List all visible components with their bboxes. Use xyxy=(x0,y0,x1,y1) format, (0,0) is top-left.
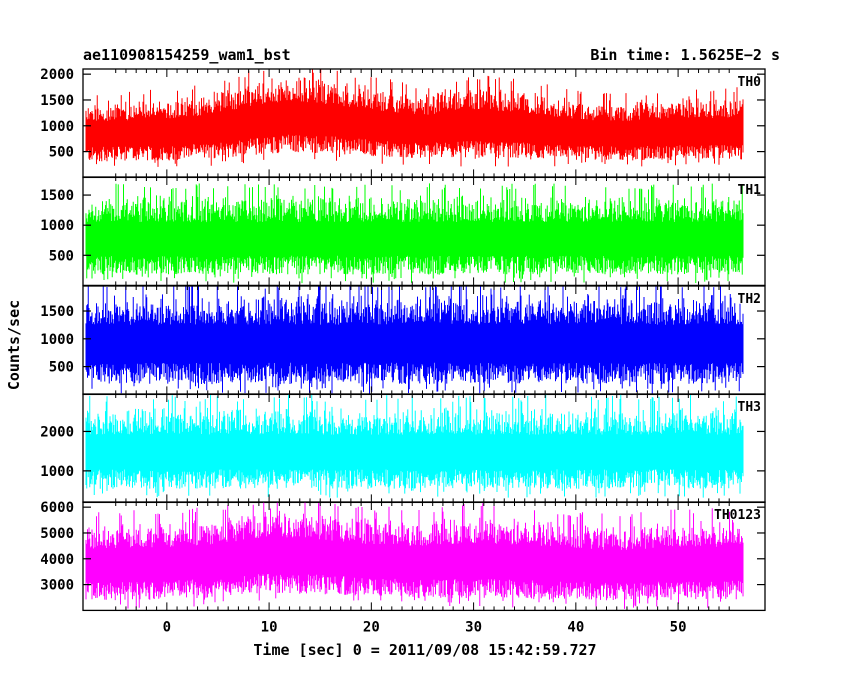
y-axis-label: Counts/sec xyxy=(5,300,23,390)
panel-frame xyxy=(82,501,766,612)
x-tick-label: 50 xyxy=(670,619,687,635)
panel-label-th1: TH1 xyxy=(738,183,762,198)
series-trace-th0 xyxy=(85,69,744,167)
panel-th2: 500 1000 1500 TH2 xyxy=(40,285,766,396)
y-tick-label: 1000 xyxy=(40,464,74,480)
y-tick-label: 6000 xyxy=(40,500,74,516)
panel-th0: 500 1000 1500 2000 TH0 xyxy=(40,67,766,179)
x-axis-label: Time [sec] 0 = 2011/09/08 15:42:59.727 xyxy=(253,641,596,659)
x-tick-label: 40 xyxy=(567,619,584,635)
series-trace-th0123 xyxy=(85,502,744,609)
y-tick-label: 1500 xyxy=(40,304,74,320)
panel-label-th2: TH2 xyxy=(738,292,761,307)
panel-th0123: 3000 4000 5000 6000 TH0123 xyxy=(40,500,766,612)
y-tick-label: 1000 xyxy=(40,119,74,135)
x-tick-label: 0 xyxy=(163,619,171,635)
y-tick-label: 1000 xyxy=(40,332,74,348)
panel-label-th0: TH0 xyxy=(738,75,762,90)
series-trace-th1 xyxy=(85,183,744,284)
y-tick-label: 500 xyxy=(49,360,74,376)
y-tick-label: 2000 xyxy=(40,424,74,440)
series-trace-th3 xyxy=(85,394,744,498)
panel-label-th3: TH3 xyxy=(738,400,761,415)
y-tick-label: 1000 xyxy=(40,218,74,234)
panel-label-th0123: TH0123 xyxy=(714,508,761,523)
y-tick-label: 500 xyxy=(49,145,74,161)
y-tick-label: 2000 xyxy=(40,67,74,83)
chart-title: ae110908154259_wam1_bst xyxy=(83,46,291,64)
series-trace-th2 xyxy=(85,286,744,394)
x-tick-label: 30 xyxy=(465,619,482,635)
panel-th1: 500 1000 1500 TH1 xyxy=(40,176,766,287)
y-tick-label: 5000 xyxy=(40,526,74,542)
y-tick-label: 500 xyxy=(49,248,74,264)
y-tick-label: 3000 xyxy=(40,578,74,594)
x-tick-label: 10 xyxy=(261,619,278,635)
y-tick-label: 1500 xyxy=(40,93,74,109)
y-tick-label: 4000 xyxy=(40,552,74,568)
panel-th3: 1000 2000 TH3 xyxy=(40,393,766,504)
x-ticks-group: 0 10 20 30 40 50 xyxy=(163,619,687,635)
y-tick-label: 1500 xyxy=(40,188,74,204)
bin-time-label: Bin time: 1.5625E−2 s xyxy=(590,46,780,64)
x-tick-label: 20 xyxy=(363,619,380,635)
